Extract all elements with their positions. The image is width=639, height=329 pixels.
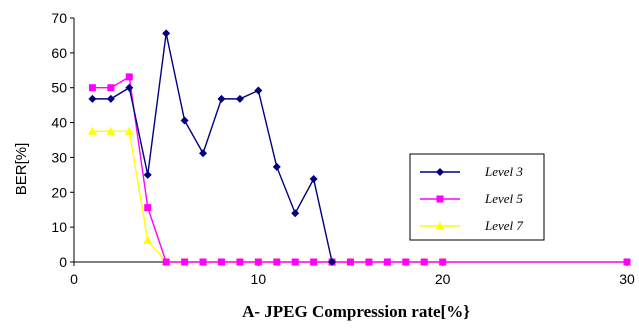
series-level-3 bbox=[88, 29, 337, 266]
series-line-level-3 bbox=[92, 33, 333, 263]
data-point-level-5 bbox=[144, 204, 152, 212]
y-axis-ticks: 0 10 20 30 40 50 60 70 bbox=[51, 10, 74, 270]
data-point-level-5 bbox=[291, 258, 299, 266]
data-point-level-7 bbox=[87, 126, 97, 135]
data-point-level-3 bbox=[88, 94, 97, 103]
y-tick-label: 30 bbox=[51, 149, 67, 165]
series-level-5 bbox=[88, 73, 631, 266]
legend-marker-level-5 bbox=[436, 195, 444, 203]
data-point-level-5 bbox=[310, 258, 318, 266]
legend: Level 3 Level 5 Level 7 bbox=[409, 153, 545, 241]
data-point-level-3 bbox=[143, 170, 152, 179]
legend-marker-level-3 bbox=[436, 168, 444, 176]
y-tick-label: 40 bbox=[51, 115, 67, 131]
data-point-level-5 bbox=[162, 258, 170, 266]
data-point-level-3 bbox=[328, 258, 337, 266]
y-tick-label: 70 bbox=[51, 10, 67, 26]
data-point-level-3 bbox=[217, 94, 226, 103]
data-point-level-3 bbox=[272, 162, 281, 171]
legend-marker-level-7 bbox=[435, 221, 445, 230]
y-tick-label: 20 bbox=[51, 184, 67, 200]
data-point-level-3 bbox=[199, 149, 208, 158]
data-point-level-3 bbox=[162, 29, 171, 38]
series-line-level-5 bbox=[92, 75, 627, 263]
data-point-level-5 bbox=[236, 258, 244, 266]
data-point-level-3 bbox=[125, 83, 134, 92]
data-point-level-5 bbox=[107, 84, 115, 92]
data-point-level-3 bbox=[106, 94, 115, 103]
data-point-level-7 bbox=[106, 126, 116, 135]
legend-label-level-7: Level 7 bbox=[484, 218, 523, 233]
data-point-level-5 bbox=[420, 258, 428, 266]
data-point-level-5 bbox=[383, 258, 391, 266]
x-axis-ticks: 0 10 20 30 bbox=[70, 262, 635, 287]
data-point-level-7 bbox=[124, 126, 134, 135]
data-point-level-5 bbox=[181, 258, 189, 266]
data-point-level-5 bbox=[125, 73, 133, 81]
data-point-level-5 bbox=[623, 258, 631, 266]
data-point-level-3 bbox=[235, 94, 244, 103]
x-tick-label: 20 bbox=[435, 271, 451, 287]
series-level-7 bbox=[87, 126, 632, 266]
y-tick-label: 50 bbox=[51, 80, 67, 96]
y-tick-label: 0 bbox=[59, 254, 67, 270]
data-point-level-3 bbox=[309, 175, 318, 184]
data-point-level-5 bbox=[273, 258, 281, 266]
data-point-level-5 bbox=[439, 258, 447, 266]
data-point-level-5 bbox=[254, 258, 262, 266]
data-point-level-5 bbox=[217, 258, 225, 266]
y-axis-label: BER[%] bbox=[13, 143, 30, 196]
series-layer bbox=[87, 29, 632, 266]
data-point-level-5 bbox=[88, 84, 96, 92]
legend-label-level-3: Level 3 bbox=[484, 164, 523, 179]
data-point-level-5 bbox=[199, 258, 207, 266]
series-line-level-7 bbox=[92, 130, 627, 263]
data-point-level-3 bbox=[291, 209, 300, 218]
data-point-level-3 bbox=[254, 86, 263, 95]
data-point-level-7 bbox=[143, 235, 153, 244]
x-tick-label: 0 bbox=[70, 271, 78, 287]
data-point-level-5 bbox=[402, 258, 410, 266]
data-point-level-5 bbox=[365, 258, 373, 266]
legend-label-level-5: Level 5 bbox=[484, 191, 523, 206]
data-point-level-3 bbox=[180, 116, 189, 125]
y-tick-label: 10 bbox=[51, 219, 67, 235]
y-tick-label: 60 bbox=[51, 45, 67, 61]
x-tick-label: 10 bbox=[251, 271, 267, 287]
x-axis-label: A- JPEG Compression rate[%} bbox=[242, 302, 470, 321]
data-point-level-5 bbox=[347, 258, 354, 266]
legend-box bbox=[409, 153, 545, 241]
x-tick-label: 30 bbox=[619, 271, 635, 287]
